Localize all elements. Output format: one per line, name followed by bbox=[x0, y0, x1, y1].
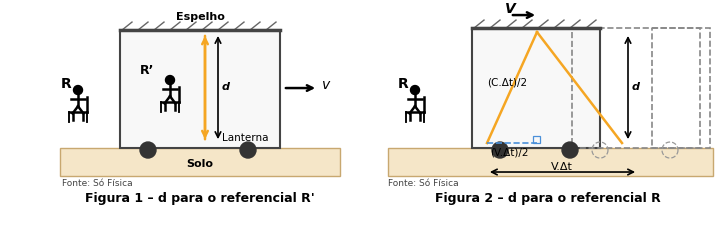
Bar bbox=[533, 136, 540, 143]
Text: V.Δt: V.Δt bbox=[551, 162, 573, 172]
Text: Lanterna: Lanterna bbox=[222, 133, 269, 143]
Bar bbox=[388, 148, 713, 176]
Text: d: d bbox=[632, 82, 640, 92]
Circle shape bbox=[73, 85, 83, 94]
Text: v: v bbox=[322, 78, 330, 92]
Text: (V.Δt)/2: (V.Δt)/2 bbox=[490, 147, 528, 157]
Text: Figura 2 – d para o referencial R: Figura 2 – d para o referencial R bbox=[435, 191, 661, 204]
Text: Espelho: Espelho bbox=[176, 12, 225, 22]
Text: (C.Δt)/2: (C.Δt)/2 bbox=[487, 77, 527, 87]
Text: R’: R’ bbox=[140, 64, 154, 76]
Text: Fonte: Só Física: Fonte: Só Física bbox=[62, 179, 132, 188]
Text: R: R bbox=[397, 77, 408, 91]
Circle shape bbox=[240, 142, 256, 158]
Text: d: d bbox=[222, 82, 230, 92]
Bar bbox=[572, 28, 700, 148]
Bar bbox=[472, 28, 600, 148]
Circle shape bbox=[410, 85, 420, 94]
Bar bbox=[60, 148, 340, 176]
Circle shape bbox=[140, 142, 156, 158]
Text: V: V bbox=[505, 2, 516, 16]
Circle shape bbox=[166, 76, 174, 85]
Bar bbox=[120, 30, 280, 148]
Text: Figura 1 – d para o referencial R': Figura 1 – d para o referencial R' bbox=[85, 191, 315, 204]
Bar bbox=[652, 28, 710, 148]
Circle shape bbox=[562, 142, 578, 158]
Circle shape bbox=[492, 142, 508, 158]
Text: R: R bbox=[60, 77, 71, 91]
Text: Solo: Solo bbox=[186, 159, 214, 169]
Text: Fonte: Só Física: Fonte: Só Física bbox=[388, 179, 459, 188]
